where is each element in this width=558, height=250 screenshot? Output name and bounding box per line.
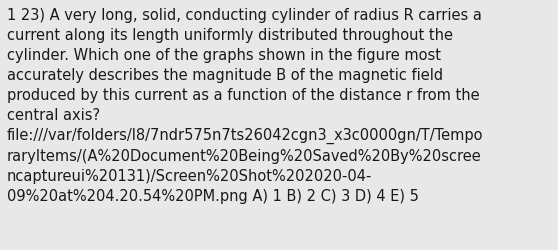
- Text: 1 23) A very long, solid, conducting cylinder of radius R carries a
current alon: 1 23) A very long, solid, conducting cyl…: [7, 8, 483, 203]
